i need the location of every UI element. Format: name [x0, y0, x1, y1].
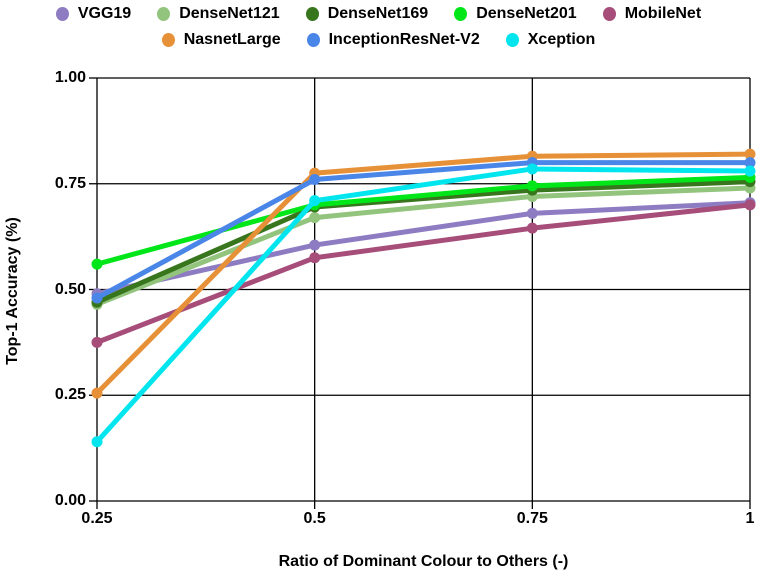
- y-axis-title: Top-1 Accuracy (%): [4, 217, 21, 365]
- legend-row: VGG19 DenseNet121 DenseNet169 DenseNet201 Mo…: [55, 2, 702, 26]
- legend-label: MobileNet: [624, 5, 702, 22]
- legend-label: Xception: [527, 31, 596, 48]
- legend-dot-icon: [305, 7, 319, 21]
- chart-legend: VGG19 DenseNet121 DenseNet169 DenseNet201 Mo…: [0, 2, 757, 52]
- data-point-Xception: [91, 436, 103, 448]
- x-axis-title: Ratio of Dominant Colour to Others (-): [278, 553, 569, 570]
- legend-item-NasnetLarge: NasnetLarge: [161, 31, 281, 49]
- series-line-NasnetLarge: [94, 151, 753, 396]
- data-point-Xception: [526, 163, 538, 175]
- legend-label: InceptionResNet-V2: [328, 31, 480, 48]
- x-tick-label: 0.5: [303, 510, 326, 527]
- data-point-InceptionResNet-V2: [744, 157, 756, 169]
- legend-item-DenseNet201: DenseNet201: [454, 5, 577, 23]
- x-tick-label: 0.25: [81, 510, 113, 527]
- data-point-DenseNet121: [309, 212, 321, 224]
- series-line-MobileNet: [94, 202, 753, 345]
- data-point-NasnetLarge: [91, 387, 103, 399]
- legend-label: DenseNet121: [179, 5, 280, 22]
- data-point-DenseNet201: [91, 258, 103, 270]
- legend-label: NasnetLarge: [183, 31, 281, 48]
- data-point-InceptionResNet-V2: [309, 174, 321, 186]
- series-line-Xception: [94, 166, 753, 445]
- legend-dot-icon: [454, 7, 468, 21]
- legend-item-DenseNet169: DenseNet169: [305, 5, 429, 23]
- data-point-MobileNet: [744, 199, 756, 211]
- x-tick-label: 1: [745, 510, 755, 527]
- y-tick-label: 1.00: [54, 69, 86, 86]
- legend-dot-icon: [55, 7, 69, 21]
- data-point-Xception: [744, 165, 756, 177]
- data-point-InceptionResNet-V2: [91, 292, 103, 304]
- y-tick-label: 0.25: [54, 386, 86, 404]
- data-point-MobileNet: [91, 336, 103, 348]
- data-point-Xception: [309, 195, 321, 207]
- legend-label: DenseNet169: [327, 5, 429, 22]
- legend-label: DenseNet201: [476, 5, 577, 22]
- data-point-VGG19: [309, 239, 321, 251]
- legend-label: VGG19: [77, 5, 132, 22]
- series-line-InceptionResNet-V2: [94, 160, 753, 301]
- legend-dot-icon: [306, 33, 320, 47]
- legend-dot-icon: [602, 7, 616, 21]
- series-line-DenseNet169: [94, 179, 753, 305]
- legend-item-VGG19: VGG19: [55, 5, 132, 23]
- data-point-NasnetLarge: [744, 148, 756, 160]
- data-point-MobileNet: [309, 252, 321, 264]
- legend-dot-icon: [157, 7, 171, 21]
- series-line-VGG19: [94, 200, 753, 297]
- legend-item-DenseNet121: DenseNet121: [157, 5, 280, 23]
- y-tick-label: 0.00: [54, 492, 86, 509]
- legend-item-InceptionResNet-V2: InceptionResNet-V2: [306, 31, 480, 49]
- series-line-DenseNet201: [94, 174, 753, 267]
- y-tick-label: 0.50: [54, 280, 86, 298]
- series-line-DenseNet121: [94, 185, 753, 307]
- legend-item-MobileNet: MobileNet: [602, 5, 702, 23]
- legend-dot-icon: [161, 33, 175, 47]
- legend-item-Xception: Xception: [505, 31, 596, 49]
- data-point-MobileNet: [526, 222, 538, 234]
- data-point-DenseNet201: [526, 180, 538, 192]
- x-tick-label: 0.75: [516, 510, 548, 527]
- legend-row: NasnetLarge InceptionResNet-V2 Xception: [161, 28, 596, 52]
- y-tick-label: 0.75: [54, 174, 86, 192]
- data-point-VGG19: [526, 207, 538, 219]
- legend-dot-icon: [505, 33, 519, 47]
